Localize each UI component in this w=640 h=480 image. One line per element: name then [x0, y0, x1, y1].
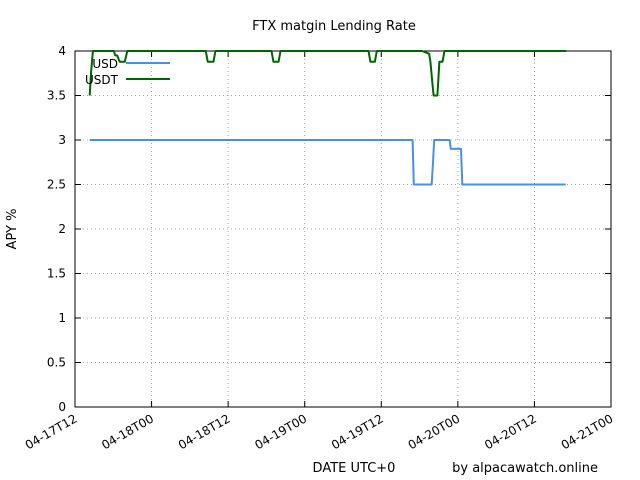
y-tick-label: 3 — [58, 133, 66, 147]
y-axis-label: APY % — [5, 209, 20, 250]
y-tick-label: 2.5 — [47, 178, 66, 192]
y-tick-label: 0 — [58, 400, 66, 414]
chart-title: FTX matgin Lending Rate — [252, 19, 416, 34]
series-lines — [88, 50, 567, 186]
legend-label-usd: USD — [92, 57, 118, 71]
credit-text: by alpacawatch.online — [452, 461, 598, 476]
y-tick-label: 3.5 — [47, 89, 66, 103]
legend: USD USDT — [85, 57, 170, 87]
y-tick-label: 0.5 — [47, 356, 66, 370]
legend-label-usdt: USDT — [85, 73, 119, 87]
y-tick-label: 4 — [58, 44, 66, 58]
y-tick-label: 2 — [58, 222, 66, 236]
series-line-usd — [89, 139, 566, 186]
series-line-usdt — [88, 50, 567, 97]
y-tick-label: 1.5 — [47, 267, 66, 281]
x-axis-label: DATE UTC+0 — [313, 461, 396, 476]
y-tick-label: 1 — [58, 311, 66, 325]
